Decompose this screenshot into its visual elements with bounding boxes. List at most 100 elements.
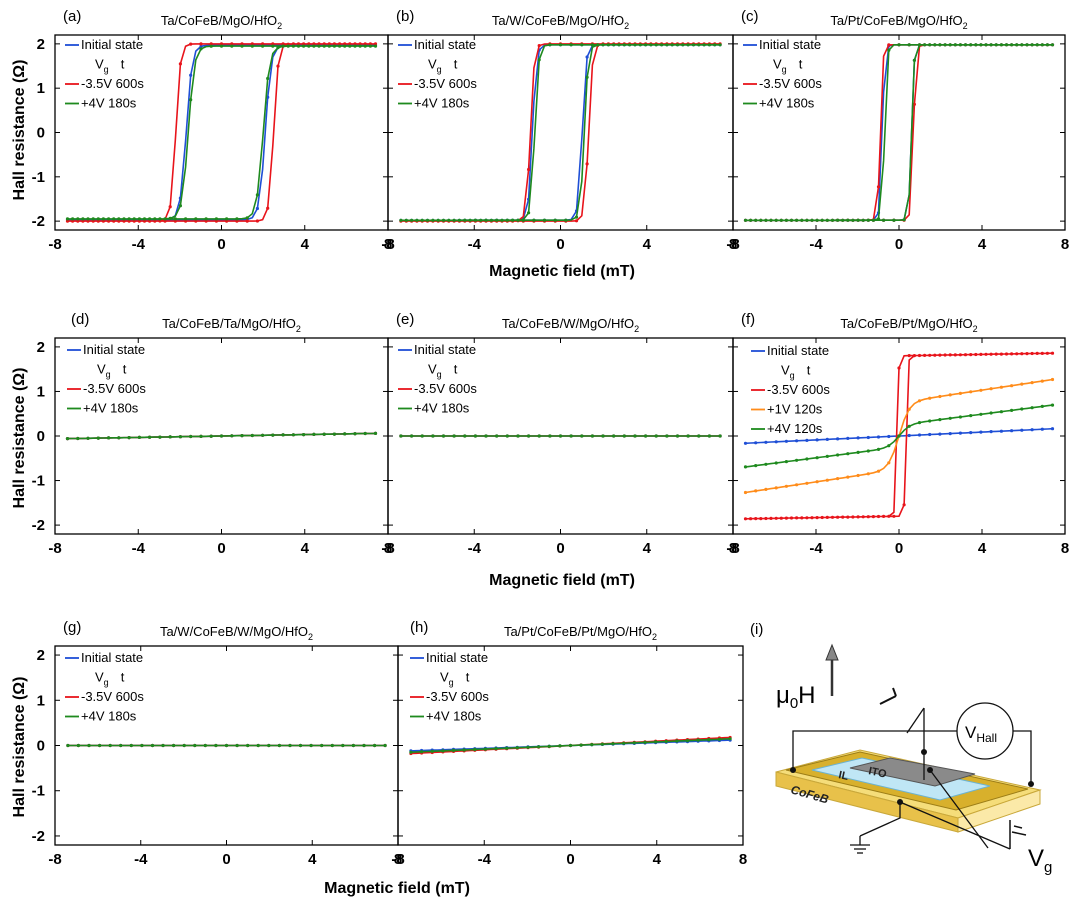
data-point: [255, 219, 259, 223]
data-point: [558, 43, 563, 47]
data-point: [101, 217, 105, 221]
x-tick-label: 8: [729, 236, 737, 253]
data-point: [686, 434, 690, 438]
data-point: [938, 394, 942, 399]
data-point: [526, 745, 530, 749]
data-point: [399, 218, 403, 222]
x-tick-label: -8: [48, 540, 61, 557]
series-line: [745, 44, 1053, 222]
data-point: [250, 42, 254, 46]
data-point: [856, 450, 860, 454]
legend-label: Initial state: [767, 343, 829, 358]
legend-label: +4V 180s: [759, 96, 815, 111]
data-point: [1040, 379, 1044, 383]
x-tick-label: 0: [222, 851, 230, 868]
data-point: [979, 412, 983, 416]
data-point: [521, 218, 525, 222]
data-point: [917, 421, 922, 425]
panel-title: Ta/CoFeB/MgO/HfO2: [161, 13, 282, 31]
data-point: [953, 43, 957, 47]
data-point: [887, 434, 891, 439]
data-point: [861, 218, 865, 222]
data-point: [271, 433, 275, 437]
data-point: [917, 399, 922, 403]
data-point: [989, 43, 993, 47]
data-point: [161, 743, 165, 748]
data-point: [590, 434, 595, 438]
data-point: [836, 477, 840, 481]
series--3-5v-600s: [743, 43, 1055, 222]
data-point: [856, 515, 860, 519]
data-point: [307, 42, 311, 46]
data-point: [1035, 43, 1039, 47]
legend-label: -3.5V 600s: [81, 689, 144, 704]
data-point: [320, 743, 324, 748]
data-point: [568, 743, 573, 748]
data-point: [189, 98, 193, 102]
data-point: [150, 743, 155, 748]
data-point: [343, 42, 347, 46]
data-point: [250, 433, 254, 438]
legend-label: Initial state: [426, 650, 488, 665]
data-point: [368, 44, 372, 48]
data-point: [312, 432, 316, 436]
data-point: [644, 43, 648, 47]
data-point: [153, 217, 157, 221]
data-point: [184, 217, 188, 221]
data-point: [585, 162, 589, 166]
series--4v-180s: [66, 743, 387, 748]
vg-label: Vg: [1028, 845, 1052, 876]
data-point: [820, 218, 824, 222]
data-point: [644, 434, 648, 438]
legend-label: +4V 180s: [81, 96, 137, 111]
data-point: [887, 461, 891, 465]
x-tick-label: 4: [653, 851, 662, 868]
vhall-meter: [956, 702, 1014, 760]
legend-label: Initial state: [81, 650, 143, 665]
legend-label: -3.5V 600s: [759, 76, 822, 91]
data-point: [660, 43, 664, 47]
legend-label: Initial state: [81, 37, 143, 52]
data-point: [989, 411, 993, 415]
data-point: [928, 432, 932, 437]
data-point: [463, 218, 467, 222]
data-point: [580, 434, 584, 438]
data-point: [856, 473, 860, 478]
data-point: [876, 447, 881, 451]
data-point: [1050, 43, 1055, 47]
data-point: [836, 453, 840, 457]
data-point: [632, 741, 636, 745]
data-point: [612, 434, 616, 438]
data-point: [779, 218, 783, 222]
data-point: [1010, 43, 1014, 47]
data-point: [127, 217, 131, 221]
ito-layer: [849, 757, 976, 787]
data-point: [199, 44, 203, 48]
data-point: [500, 218, 504, 222]
data-point: [178, 62, 182, 66]
x-tick-label: -4: [132, 236, 146, 253]
data-point: [168, 205, 172, 209]
data-point: [71, 219, 75, 223]
data-point: [825, 515, 829, 520]
data-point: [665, 434, 669, 438]
data-point: [912, 102, 917, 106]
data-point: [276, 46, 280, 50]
data-point: [463, 434, 467, 438]
data-point: [1004, 43, 1009, 47]
data-point: [815, 438, 819, 442]
panel-label: (h): [410, 619, 428, 636]
data-point: [938, 353, 942, 357]
data-point: [358, 44, 362, 48]
data-point: [696, 738, 700, 742]
data-point: [784, 218, 789, 222]
data-point: [707, 434, 712, 438]
data-point: [415, 218, 419, 222]
data-point: [209, 434, 213, 438]
data-point: [129, 743, 133, 748]
series-initial-state: [65, 43, 378, 222]
series--4v-180s: [409, 737, 732, 754]
data-point: [425, 218, 430, 222]
data-point: [825, 437, 829, 441]
